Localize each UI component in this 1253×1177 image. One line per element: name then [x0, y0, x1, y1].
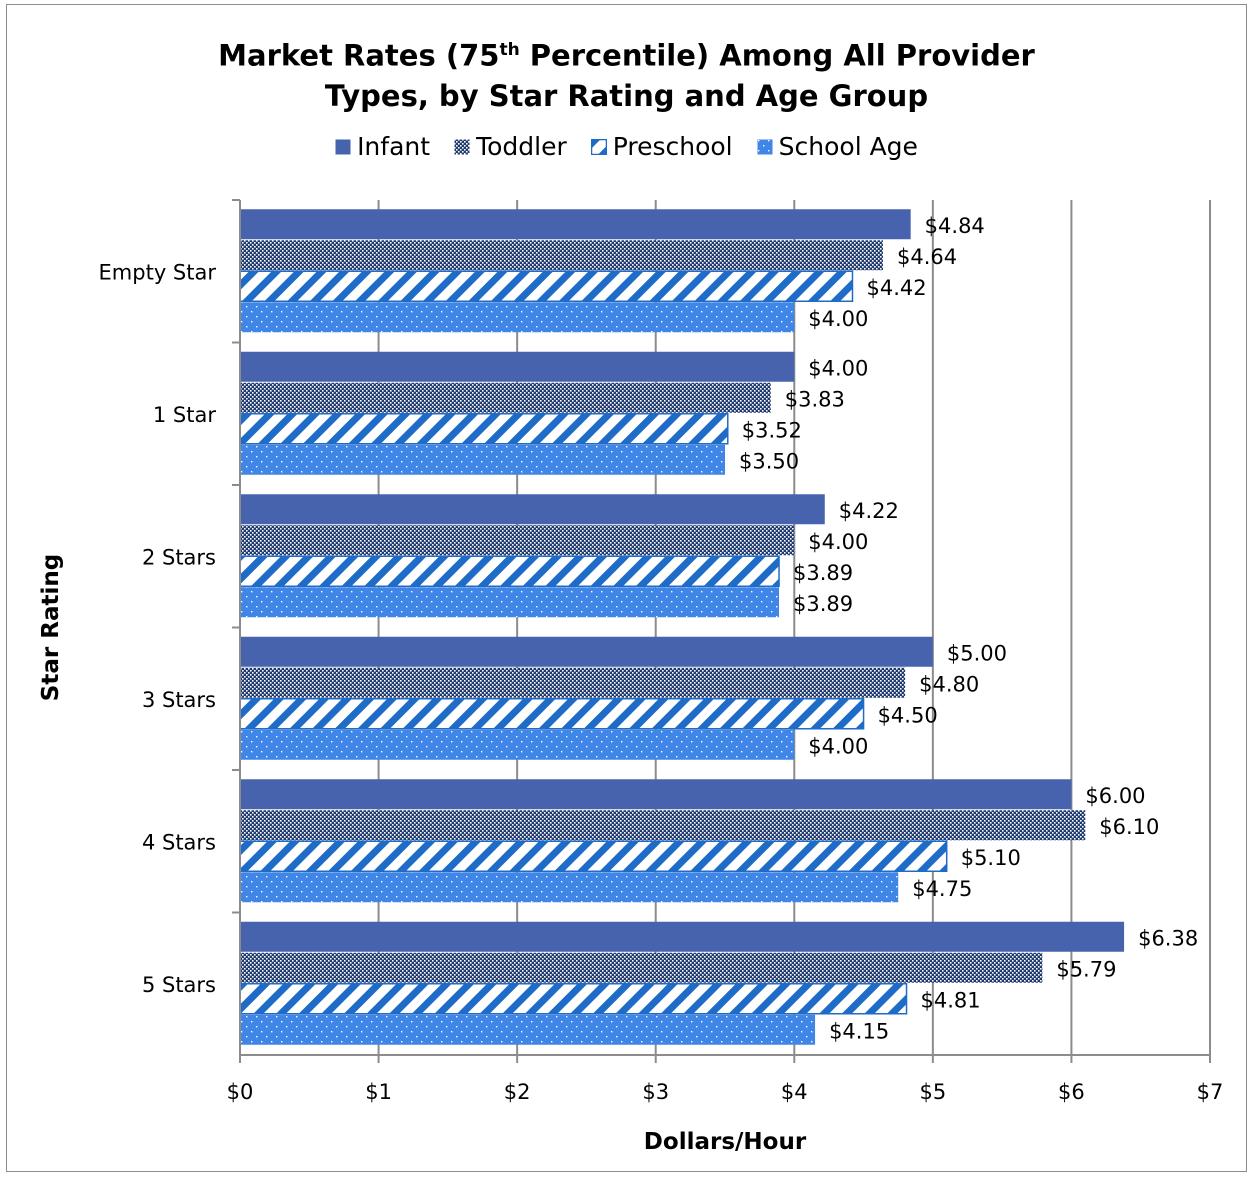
- legend-swatch-school-age: [757, 139, 773, 155]
- y-axis-title: Star Rating: [38, 554, 64, 701]
- x-tick-label-6: $6: [1058, 1080, 1085, 1104]
- bar-2-stars-toddler: [240, 525, 795, 556]
- chart-title-line-1: Market Rates (75th Percentile) Among All…: [0, 30, 1253, 76]
- bar-3-stars-toddler: [240, 667, 906, 698]
- legend-entry-preschool: Preschool: [590, 130, 733, 164]
- value-label-2-stars-toddler: $4.00: [808, 530, 868, 554]
- chart-frame: [6, 4, 1247, 1172]
- bar-5-stars-preschool: [239, 983, 908, 1015]
- value-label-2-stars-infant: $4.22: [839, 499, 899, 523]
- bar-2-stars-infant: [240, 494, 825, 525]
- chart-title-part-2: Percentile) Among All Provider: [519, 38, 1035, 73]
- category-label-empty-star: Empty Star: [99, 260, 217, 284]
- category-label-4-stars: 4 Stars: [142, 830, 216, 854]
- value-label-4-stars-school-age: $4.75: [912, 877, 972, 901]
- value-label-4-stars-toddler: $6.10: [1099, 815, 1159, 839]
- category-label-1-star: 1 Star: [153, 403, 216, 427]
- bar-empty-star-infant: [240, 209, 911, 240]
- value-label-empty-star-toddler: $4.64: [897, 245, 957, 269]
- legend: Infant Toddler Preschool School Age: [0, 130, 1253, 164]
- value-label-2-stars-school-age: $3.89: [793, 592, 853, 616]
- category-label-3-stars: 3 Stars: [142, 688, 216, 712]
- value-label-empty-star-school-age: $4.00: [808, 307, 868, 331]
- bar-5-stars-toddler: [240, 952, 1043, 983]
- bars: [239, 209, 1125, 1045]
- bar-3-stars-school-age: [240, 729, 795, 760]
- value-label-4-stars-infant: $6.00: [1085, 784, 1145, 808]
- legend-label-preschool: Preschool: [612, 132, 733, 161]
- bar-5-stars-infant: [240, 921, 1125, 952]
- bar-empty-star-preschool: [239, 270, 854, 302]
- x-axis-title: Dollars/Hour: [644, 1129, 807, 1155]
- value-label-empty-star-infant: $4.84: [925, 214, 985, 238]
- bar-4-stars-infant: [240, 779, 1072, 810]
- bar-empty-star-toddler: [240, 240, 883, 271]
- x-tick-label-7: $7: [1197, 1080, 1224, 1104]
- value-label-5-stars-preschool: $4.81: [921, 988, 981, 1012]
- x-tick-label-3: $3: [642, 1080, 669, 1104]
- legend-label-school-age: School Age: [778, 132, 918, 161]
- value-label-1-star-school-age: $3.50: [739, 449, 799, 473]
- value-label-4-stars-preschool: $5.10: [961, 846, 1021, 870]
- value-label-1-star-toddler: $3.83: [785, 387, 845, 411]
- bar-1-star-infant: [240, 351, 795, 382]
- value-label-3-stars-toddler: $4.80: [919, 672, 979, 696]
- value-label-3-stars-school-age: $4.00: [808, 734, 868, 758]
- chart-title-superscript: th: [499, 40, 520, 60]
- bar-1-star-school-age: [240, 444, 725, 475]
- value-labels: $4.84 $4.64 $4.42 $4.00 $4.00 $3.83 $3.52 $3.50…: [739, 214, 1198, 1044]
- category-label-5-stars: 5 Stars: [142, 973, 216, 997]
- value-label-3-stars-preschool: $4.50: [878, 703, 938, 727]
- value-label-2-stars-preschool: $3.89: [793, 561, 853, 585]
- legend-label-toddler: Toddler: [476, 132, 567, 161]
- value-label-1-star-infant: $4.00: [808, 356, 868, 380]
- x-tick-label-5: $5: [919, 1080, 946, 1104]
- value-label-5-stars-infant: $6.38: [1138, 926, 1198, 950]
- bar-4-stars-school-age: [240, 872, 899, 903]
- bar-5-stars-school-age: [240, 1014, 816, 1045]
- legend-label-infant: Infant: [357, 132, 431, 161]
- bar-3-stars-infant: [240, 636, 933, 667]
- value-label-empty-star-preschool: $4.42: [866, 276, 926, 300]
- bar-1-star-preschool: [239, 413, 729, 445]
- bar-empty-star-school-age: [240, 302, 795, 333]
- value-label-5-stars-toddler: $5.79: [1056, 957, 1116, 981]
- bar-2-stars-school-age: [240, 587, 780, 618]
- legend-entry-school-age: School Age: [757, 130, 918, 164]
- bar-1-star-toddler: [240, 382, 771, 413]
- x-tick-label-4: $4: [781, 1080, 808, 1104]
- chart-title-line-2: Types, by Star Rating and Age Group: [324, 78, 929, 113]
- legend-entry-infant: Infant: [335, 130, 430, 164]
- x-tick-label-1: $1: [365, 1080, 392, 1104]
- bar-3-stars-preschool: [239, 698, 865, 730]
- legend-entry-toddler: Toddler: [454, 130, 567, 164]
- x-tick-label-2: $2: [504, 1080, 531, 1104]
- category-label-2-stars: 2 Stars: [142, 545, 216, 569]
- legend-swatch-infant: [335, 139, 351, 155]
- legend-swatch-preschool: [590, 139, 607, 155]
- chart-title: Market Rates (75th Percentile) Among All…: [0, 30, 1253, 116]
- chart-title-part-1: Market Rates (75: [218, 38, 500, 73]
- value-label-5-stars-school-age: $4.15: [829, 1019, 889, 1043]
- value-label-3-stars-infant: $5.00: [947, 641, 1007, 665]
- x-tick-label-0: $0: [227, 1080, 254, 1104]
- value-label-1-star-preschool: $3.52: [742, 418, 802, 442]
- bar-2-stars-preschool: [239, 555, 780, 587]
- axes: $0 $1 $2 $3 $4 $5 $6 $7 Empty Star 1 Star 2 Stars 3…: [38, 199, 1224, 1155]
- bar-4-stars-preschool: [239, 840, 948, 872]
- legend-swatch-toddler: [454, 139, 470, 155]
- bar-4-stars-toddler: [240, 810, 1086, 841]
